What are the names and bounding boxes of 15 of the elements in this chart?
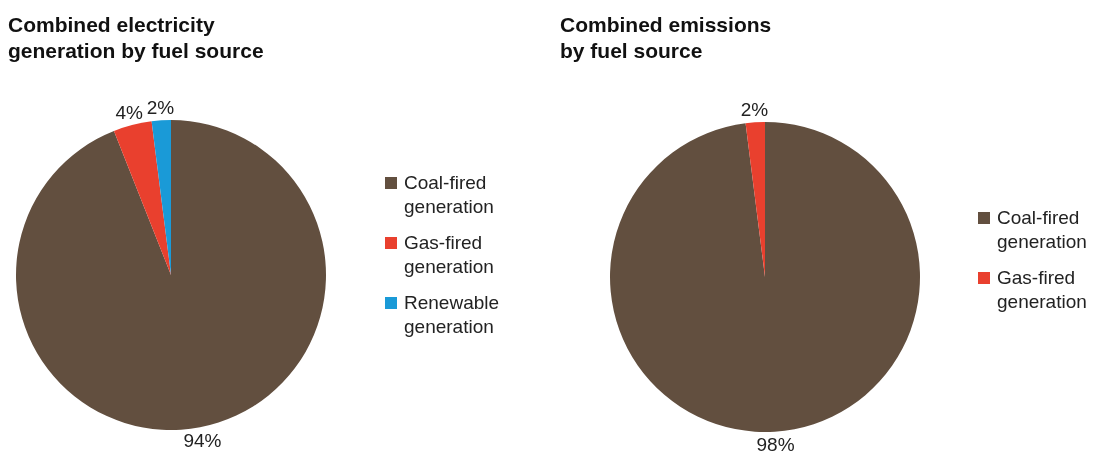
pie-slice <box>610 122 920 432</box>
data-label: 4% <box>115 101 144 123</box>
data-label: 98% <box>756 434 795 456</box>
legend-label: Gas-fired generation <box>404 231 495 279</box>
legend-label: Gas-fired generation <box>997 266 1088 314</box>
pie-slice <box>16 120 326 430</box>
legend-label: Renewable generation <box>404 291 501 339</box>
data-label: 2% <box>740 98 769 120</box>
legend-label: Coal-fired generation <box>404 171 495 219</box>
chart-title: Combined electricity generation by fuel source <box>8 12 265 64</box>
data-label: 94% <box>183 429 222 451</box>
pie-slice <box>113 121 171 275</box>
legend-label: Coal-fired generation <box>997 206 1088 254</box>
chart-title: Combined emissions by fuel source <box>560 12 773 64</box>
data-label: 2% <box>146 96 175 118</box>
